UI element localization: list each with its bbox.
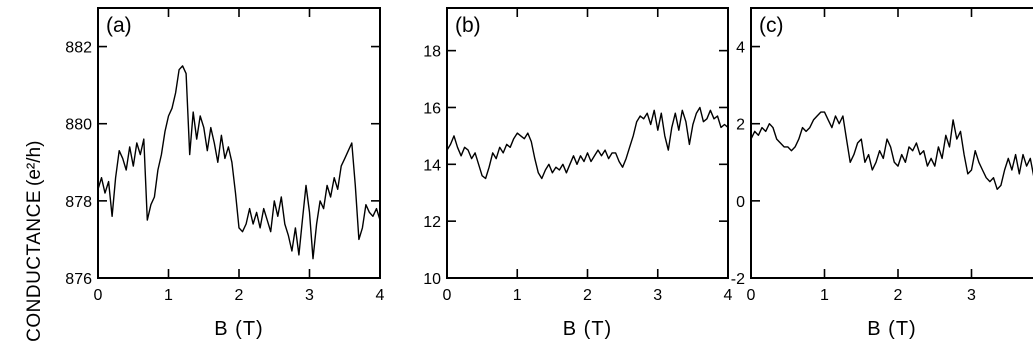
panel-c-x-axis-label: B (T) xyxy=(867,318,916,340)
y-axis-label-main: CONDUCTANCE xyxy=(24,190,45,342)
panel-c-label: (c) xyxy=(759,14,784,37)
panel-a-x-tick-label: 4 xyxy=(376,287,385,304)
panel-c-y-tick-label: 0 xyxy=(736,194,745,211)
panel-c-y-tick-label: 2 xyxy=(736,117,745,134)
panel-a-x-axis-label: B (T) xyxy=(214,318,263,340)
panel-c-frame xyxy=(750,7,1033,279)
panel-b-label: (b) xyxy=(455,14,481,37)
panel-c-x-tick-label: 0 xyxy=(747,287,756,304)
panel-b-y-tick-label: 18 xyxy=(423,44,441,61)
panel-a-x-tick-label: 1 xyxy=(164,287,173,304)
panel-a-frame xyxy=(97,7,381,279)
panel-a: 0 1 2 3 4 876 878 880 882 (a) B (T) xyxy=(65,7,385,340)
y-axis-label-unit: (e²/h) xyxy=(24,141,45,186)
panel-b-frame xyxy=(446,7,729,279)
panel-c-y-tick-label: 4 xyxy=(736,40,745,57)
panel-a-y-tick-label: 876 xyxy=(65,271,92,288)
panel-b-x-tick-label: 4 xyxy=(724,287,733,304)
panel-b-x-tick-label: 3 xyxy=(653,287,662,304)
panel-b-y-tick-label: 14 xyxy=(423,157,441,174)
panel-b-series-line xyxy=(446,106,729,180)
panel-a-y-tick-label: 878 xyxy=(65,194,92,211)
panel-b-x-tick-label: 2 xyxy=(583,287,592,304)
panel-a-y-tick-label: 880 xyxy=(65,117,92,134)
panel-a-x-tick-label: 2 xyxy=(235,287,244,304)
panel-b-y-tick-label: 16 xyxy=(423,100,441,117)
panel-a-label: (a) xyxy=(106,14,132,37)
panel-b-x-axis-label: B (T) xyxy=(563,318,612,340)
panel-a-x-tick-label: 0 xyxy=(94,287,103,304)
panel-b-y-tick-label: 10 xyxy=(423,271,441,288)
panel-c-series-line xyxy=(750,111,1033,190)
panel-a-series-line xyxy=(97,65,381,260)
panel-c-y-tick-label: -2 xyxy=(731,271,745,288)
panel-c-x-tick-label: 2 xyxy=(894,287,903,304)
panel-a-y-tick-label: 882 xyxy=(65,40,92,57)
panel-b-x-tick-label: 1 xyxy=(513,287,522,304)
shared-y-axis-label: CONDUCTANCE (e²/h) xyxy=(24,141,45,342)
panel-b-x-tick-label: 0 xyxy=(443,287,452,304)
panel-c-x-tick-label: 1 xyxy=(820,287,829,304)
panel-b-y-tick-label: 12 xyxy=(423,214,441,231)
panel-c-x-tick-label: 3 xyxy=(967,287,976,304)
panel-a-x-tick-label: 3 xyxy=(305,287,314,304)
